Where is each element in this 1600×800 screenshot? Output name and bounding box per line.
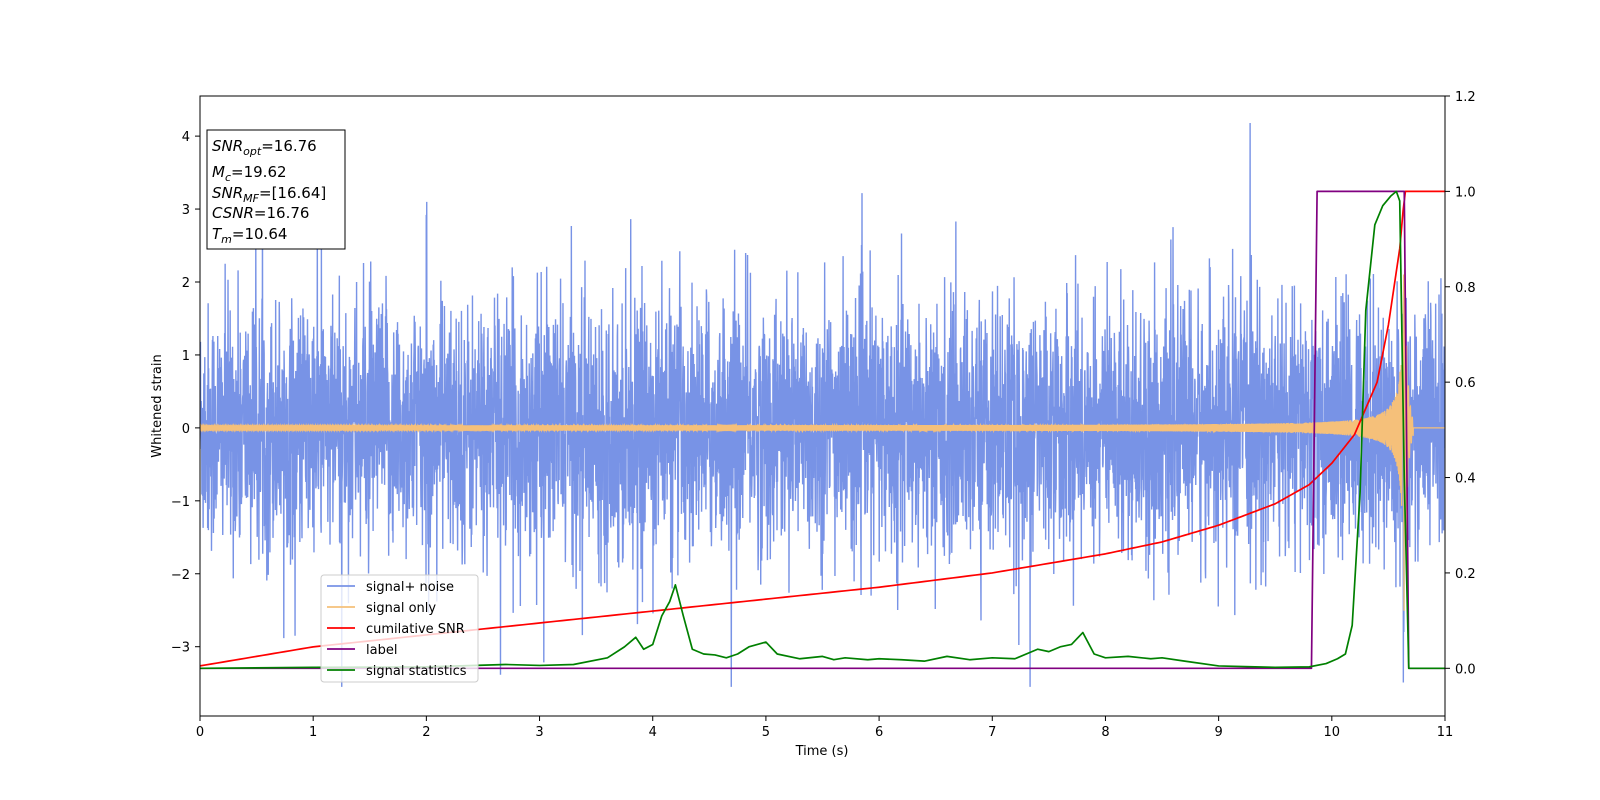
x-tick-label: 5	[762, 725, 770, 740]
legend-item-label: label	[327, 643, 397, 658]
x-tick-label: 6	[875, 725, 883, 740]
x-tick-label: 1	[309, 725, 317, 740]
legend-item-signal-noise: signal+ noise	[327, 580, 454, 595]
y-axis-label: Whitened strain	[150, 354, 165, 457]
x-axis: 0 1 2 3 4 5 6 7 8 9 10 11	[196, 716, 1453, 740]
x-tick-label: 10	[1324, 725, 1341, 740]
series-signal-statistics-line	[200, 190, 1445, 670]
legend-label: signal only	[366, 601, 436, 616]
y-right-tick-label: 0.8	[1455, 281, 1476, 296]
y-left-tick-label: −2	[171, 568, 190, 583]
x-axis-label: Time (s)	[795, 744, 849, 759]
annotation-line: SNRopt=16.76	[212, 137, 317, 158]
y-right-tick-label: 0.2	[1455, 567, 1476, 582]
legend-frame	[320, 574, 479, 683]
y-right-tick-label: 0.6	[1455, 376, 1476, 391]
y-axis-left: −3 −2 −1 0 1 2 3 4	[171, 130, 200, 656]
legend-item-signal-statistics: signal statistics	[327, 664, 467, 679]
series-signal-only-line	[200, 268, 1445, 611]
legend-item-cumulative-snr: cumilative SNR	[327, 622, 465, 637]
y-axis-right: 0.0 0.2 0.4 0.6 0.8 1.0 1.2	[1445, 90, 1476, 677]
x-tick-label: 11	[1437, 725, 1454, 740]
x-tick-label: 7	[988, 725, 996, 740]
y-left-tick-label: 3	[182, 203, 190, 218]
legend-label: signal+ noise	[366, 580, 454, 595]
y-left-tick-label: −1	[171, 495, 190, 510]
legend-item-signal-only: signal only	[327, 601, 436, 616]
x-tick-label: 3	[535, 725, 543, 740]
legend-label: cumilative SNR	[366, 622, 465, 637]
y-left-tick-label: −3	[171, 641, 190, 656]
plot-area	[200, 122, 1445, 687]
y-left-tick-label: 0	[182, 422, 190, 437]
y-right-tick-label: 1.0	[1455, 185, 1476, 200]
y-right-tick-label: 1.2	[1455, 90, 1476, 105]
x-tick-label: 4	[649, 725, 657, 740]
annotation-line: Tm=10.64	[212, 225, 287, 246]
series-cumulative-snr-line	[200, 190, 1445, 667]
annotation-frame	[206, 129, 346, 250]
legend: signal+ noise signal only cumilative SNR la…	[320, 574, 479, 683]
y-left-tick-label: 1	[182, 349, 190, 364]
annotation-line: CSNR=16.76	[212, 204, 309, 222]
x-tick-label: 0	[196, 725, 204, 740]
x-tick-label: 2	[422, 725, 430, 740]
legend-label: label	[366, 643, 397, 658]
y-right-tick-label: 0.0	[1455, 662, 1476, 677]
x-tick-label: 8	[1101, 725, 1109, 740]
annotation-line: Mc=19.62	[212, 163, 287, 184]
x-tick-label: 9	[1214, 725, 1222, 740]
plot-frame	[199, 95, 1446, 717]
y-right-tick-label: 0.4	[1455, 472, 1476, 487]
series-signal-noise-line	[200, 122, 1445, 687]
annotation-line: SNRMF=[16.64]	[212, 184, 326, 205]
legend-label: signal statistics	[366, 664, 467, 679]
y-left-tick-label: 2	[182, 276, 190, 291]
y-left-tick-label: 4	[182, 130, 190, 145]
annotation-box: SNRopt=16.76 Mc=19.62SNRMF=[16.64]CSNR=16…	[206, 129, 346, 250]
